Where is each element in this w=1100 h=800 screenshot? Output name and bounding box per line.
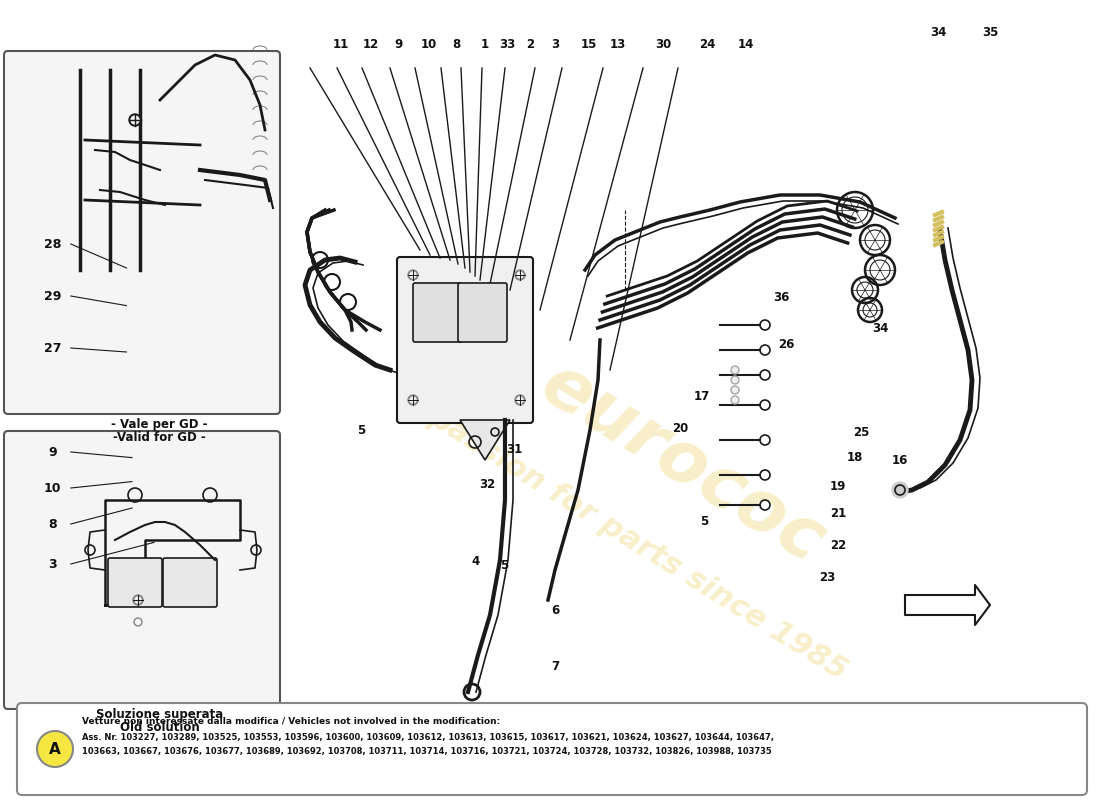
Circle shape [732, 386, 739, 394]
Text: 2: 2 [526, 38, 535, 50]
Text: Ass. Nr. 103227, 103289, 103525, 103553, 103596, 103600, 103609, 103612, 103613,: Ass. Nr. 103227, 103289, 103525, 103553,… [82, 733, 774, 742]
Text: 5: 5 [356, 424, 365, 437]
FancyBboxPatch shape [458, 283, 507, 342]
Text: 27: 27 [44, 342, 62, 354]
FancyBboxPatch shape [163, 558, 217, 607]
Text: 34: 34 [931, 26, 946, 38]
Text: 33: 33 [499, 38, 515, 50]
Circle shape [408, 395, 418, 405]
Text: 12: 12 [363, 38, 378, 50]
Text: 15: 15 [581, 38, 596, 50]
Polygon shape [460, 420, 510, 460]
Circle shape [37, 731, 73, 767]
Text: 16: 16 [892, 454, 907, 466]
Text: 35: 35 [982, 26, 998, 38]
Text: 10: 10 [44, 482, 62, 494]
Text: 7: 7 [551, 660, 560, 673]
Circle shape [892, 482, 907, 498]
Text: 25: 25 [854, 426, 869, 438]
Text: 5: 5 [499, 559, 508, 572]
Text: -Valid for GD -: -Valid for GD - [113, 431, 206, 444]
Circle shape [133, 595, 143, 605]
Text: 36: 36 [773, 291, 789, 304]
Circle shape [733, 378, 737, 382]
Text: 23: 23 [820, 571, 835, 584]
Text: 6: 6 [551, 604, 560, 617]
Circle shape [410, 397, 416, 403]
Text: 8: 8 [452, 38, 461, 50]
Circle shape [732, 366, 739, 374]
Circle shape [129, 114, 141, 126]
Text: 19: 19 [830, 480, 846, 493]
Text: eurococ: eurococ [528, 350, 836, 578]
Circle shape [733, 387, 737, 393]
Text: A: A [50, 742, 60, 757]
Circle shape [517, 272, 522, 278]
Text: 26: 26 [779, 338, 794, 350]
Text: 3: 3 [551, 38, 560, 50]
Text: 24: 24 [700, 38, 715, 50]
Text: 9: 9 [394, 38, 403, 50]
Polygon shape [905, 585, 990, 625]
Circle shape [135, 597, 141, 603]
Text: Soluzione superata: Soluzione superata [96, 708, 223, 721]
Circle shape [732, 396, 739, 404]
Text: 18: 18 [847, 451, 862, 464]
FancyBboxPatch shape [4, 51, 280, 414]
Text: 10: 10 [421, 38, 437, 50]
Text: 4: 4 [471, 555, 480, 568]
Text: 5: 5 [700, 515, 708, 528]
Circle shape [134, 618, 142, 626]
Text: 28: 28 [44, 238, 62, 250]
Text: 8: 8 [48, 518, 57, 530]
Text: 3: 3 [48, 558, 57, 570]
Circle shape [517, 397, 522, 403]
Text: 21: 21 [830, 507, 846, 520]
Circle shape [515, 270, 525, 280]
FancyBboxPatch shape [108, 558, 162, 607]
Text: Vetture non interessate dalla modifica / Vehicles not involved in the modificati: Vetture non interessate dalla modifica /… [82, 717, 500, 726]
Text: Old solution: Old solution [120, 721, 199, 734]
Circle shape [732, 376, 739, 384]
FancyBboxPatch shape [4, 431, 280, 709]
Circle shape [410, 272, 416, 278]
Text: 32: 32 [480, 478, 495, 490]
Text: 9: 9 [48, 446, 57, 458]
Text: 20: 20 [672, 422, 688, 434]
Circle shape [131, 116, 139, 124]
Text: 14: 14 [738, 38, 754, 50]
Text: 13: 13 [610, 38, 626, 50]
Circle shape [733, 367, 737, 373]
Text: 11: 11 [333, 38, 349, 50]
Text: - Vale per GD -: - Vale per GD - [111, 418, 208, 431]
Text: 31: 31 [507, 443, 522, 456]
Text: 30: 30 [656, 38, 671, 50]
FancyBboxPatch shape [397, 257, 534, 423]
Text: 22: 22 [830, 539, 846, 552]
Text: 103663, 103667, 103676, 103677, 103689, 103692, 103708, 103711, 103714, 103716, : 103663, 103667, 103676, 103677, 103689, … [82, 747, 772, 756]
Text: 17: 17 [694, 390, 710, 402]
Circle shape [135, 619, 141, 625]
Text: 1: 1 [481, 38, 490, 50]
FancyBboxPatch shape [16, 703, 1087, 795]
Circle shape [408, 270, 418, 280]
Circle shape [515, 395, 525, 405]
Text: passion for parts since 1985: passion for parts since 1985 [424, 402, 852, 686]
Text: 29: 29 [44, 290, 62, 302]
Circle shape [733, 398, 737, 402]
FancyBboxPatch shape [412, 283, 462, 342]
Text: 34: 34 [872, 322, 888, 334]
